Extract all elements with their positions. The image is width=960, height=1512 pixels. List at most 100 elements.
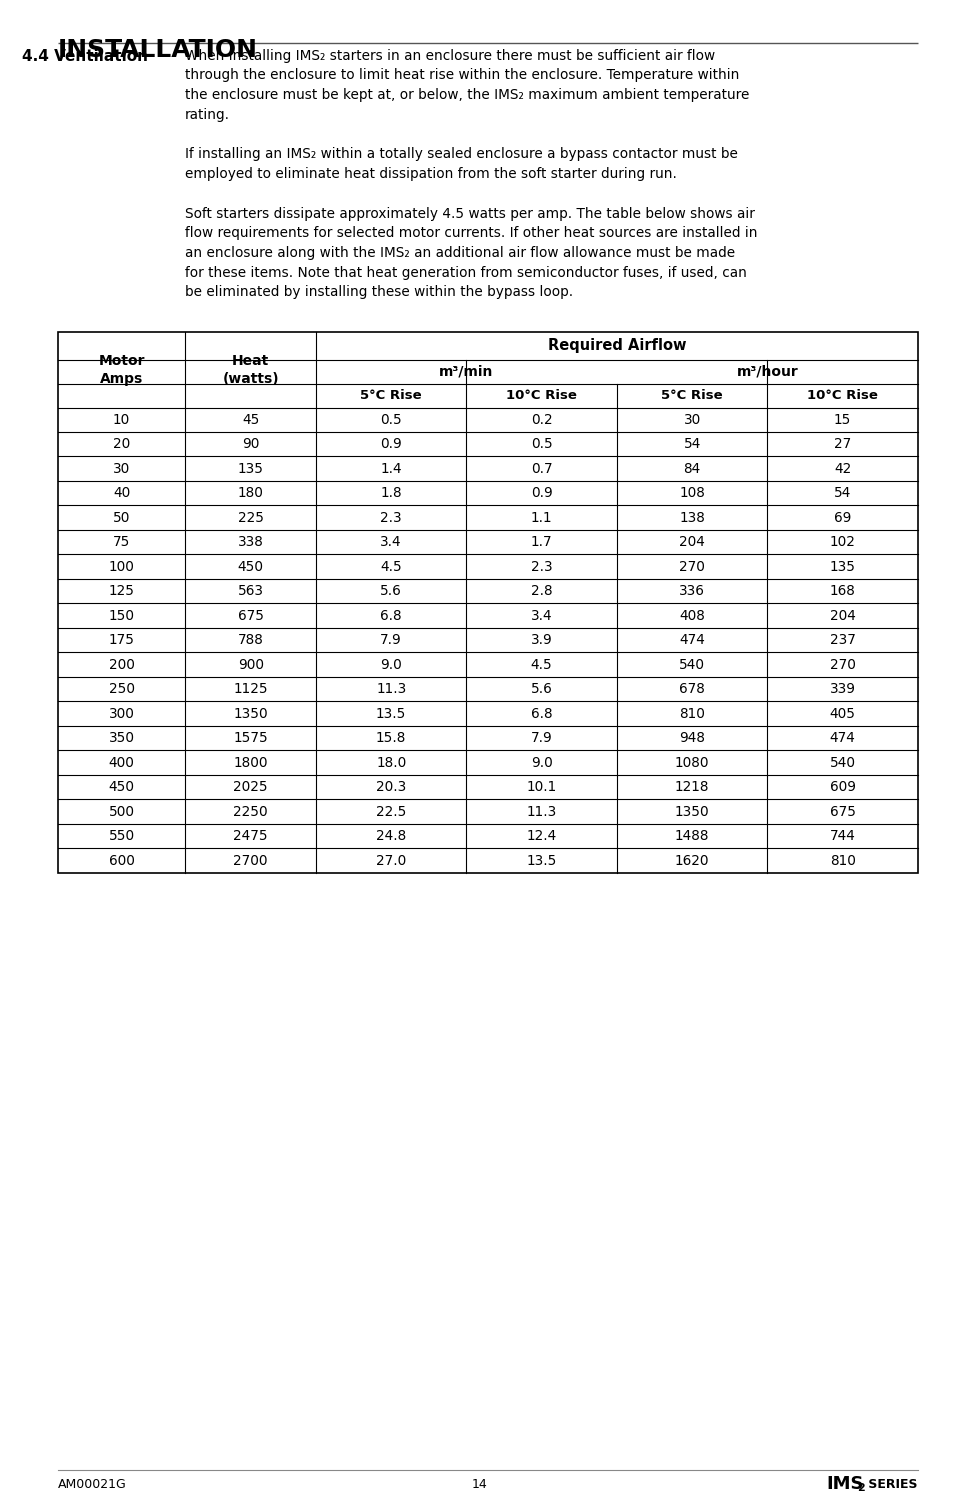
Text: 1.4: 1.4	[380, 461, 402, 476]
Text: If installing an IMS₂ within a totally sealed enclosure a bypass contactor must : If installing an IMS₂ within a totally s…	[185, 147, 738, 180]
Text: m³/hour: m³/hour	[736, 364, 799, 378]
Text: 450: 450	[238, 559, 264, 573]
Text: 30: 30	[684, 413, 701, 426]
Text: 5°C Rise: 5°C Rise	[360, 389, 422, 402]
Text: 20.3: 20.3	[376, 780, 406, 794]
Text: 270: 270	[829, 658, 855, 671]
Text: 0.5: 0.5	[380, 413, 402, 426]
Text: INSTALLATION: INSTALLATION	[58, 38, 258, 62]
Text: AM00021G: AM00021G	[58, 1477, 127, 1491]
Text: 138: 138	[680, 511, 706, 525]
Text: 54: 54	[684, 437, 701, 451]
Text: 15.8: 15.8	[376, 732, 406, 745]
Text: 550: 550	[108, 829, 134, 844]
Text: 22.5: 22.5	[376, 804, 406, 820]
Text: Soft starters dissipate approximately 4.5 watts per amp. The table below shows a: Soft starters dissipate approximately 4.…	[185, 207, 757, 299]
Text: 338: 338	[238, 535, 264, 549]
Text: 1488: 1488	[675, 829, 709, 844]
Text: 100: 100	[108, 559, 134, 573]
Text: 12.4: 12.4	[527, 829, 557, 844]
Text: 13.5: 13.5	[376, 706, 406, 721]
Text: 5.6: 5.6	[531, 682, 553, 696]
Text: 2: 2	[857, 1483, 865, 1492]
Text: 1.7: 1.7	[531, 535, 553, 549]
Text: 474: 474	[829, 732, 855, 745]
Text: 400: 400	[108, 756, 134, 770]
Text: When installing IMS₂ starters in an enclosure there must be sufficient air flow
: When installing IMS₂ starters in an encl…	[185, 48, 750, 121]
Text: 40: 40	[113, 487, 131, 500]
Text: 408: 408	[680, 609, 706, 623]
Text: 7.9: 7.9	[380, 634, 402, 647]
Text: 102: 102	[829, 535, 855, 549]
Text: 2250: 2250	[233, 804, 268, 820]
Text: 108: 108	[680, 487, 706, 500]
Text: 90: 90	[242, 437, 259, 451]
Text: 948: 948	[680, 732, 706, 745]
Text: 2475: 2475	[233, 829, 268, 844]
Text: 1800: 1800	[233, 756, 268, 770]
Text: 42: 42	[834, 461, 852, 476]
Text: 1080: 1080	[675, 756, 709, 770]
Text: 27.0: 27.0	[376, 854, 406, 868]
Text: 180: 180	[238, 487, 264, 500]
Text: 675: 675	[238, 609, 264, 623]
Text: 24.8: 24.8	[376, 829, 406, 844]
Text: 54: 54	[834, 487, 852, 500]
Text: 405: 405	[829, 706, 855, 721]
Text: 6.8: 6.8	[531, 706, 553, 721]
Text: 2.8: 2.8	[531, 584, 553, 599]
Text: 4.4 Ventilation: 4.4 Ventilation	[22, 48, 148, 64]
Text: 13.5: 13.5	[527, 854, 557, 868]
Text: 3.9: 3.9	[531, 634, 553, 647]
Text: 0.9: 0.9	[531, 487, 553, 500]
Text: 1620: 1620	[675, 854, 709, 868]
Text: 474: 474	[680, 634, 706, 647]
Text: 14: 14	[472, 1477, 488, 1491]
Text: 0.7: 0.7	[531, 461, 553, 476]
Text: m³/min: m³/min	[440, 364, 493, 378]
Text: 1125: 1125	[233, 682, 268, 696]
Text: 450: 450	[108, 780, 134, 794]
Text: 6.8: 6.8	[380, 609, 402, 623]
Text: Motor
Amps: Motor Amps	[98, 354, 145, 386]
Text: 150: 150	[108, 609, 134, 623]
Text: 300: 300	[108, 706, 134, 721]
Text: 250: 250	[108, 682, 134, 696]
Text: IMS: IMS	[827, 1476, 864, 1492]
Text: 900: 900	[238, 658, 264, 671]
Text: 500: 500	[108, 804, 134, 820]
Text: 1575: 1575	[233, 732, 268, 745]
Text: 744: 744	[829, 829, 855, 844]
Text: 237: 237	[829, 634, 855, 647]
Text: 788: 788	[238, 634, 264, 647]
Text: 600: 600	[108, 854, 134, 868]
Text: 563: 563	[238, 584, 264, 599]
Text: 2700: 2700	[233, 854, 268, 868]
Text: 200: 200	[108, 658, 134, 671]
Text: 3.4: 3.4	[380, 535, 402, 549]
Text: 30: 30	[113, 461, 131, 476]
Bar	[58, 333, 918, 872]
Text: 7.9: 7.9	[531, 732, 553, 745]
Text: 45: 45	[242, 413, 259, 426]
Text: 204: 204	[680, 535, 706, 549]
Text: 9.0: 9.0	[531, 756, 553, 770]
Text: 18.0: 18.0	[376, 756, 406, 770]
Text: 1350: 1350	[233, 706, 268, 721]
Text: 10.1: 10.1	[527, 780, 557, 794]
Text: 225: 225	[238, 511, 264, 525]
Text: 810: 810	[680, 706, 706, 721]
Text: 10: 10	[113, 413, 131, 426]
Text: 339: 339	[829, 682, 855, 696]
Text: 1218: 1218	[675, 780, 709, 794]
Text: 540: 540	[829, 756, 855, 770]
Text: 175: 175	[108, 634, 134, 647]
Text: 10°C Rise: 10°C Rise	[506, 389, 577, 402]
Text: 50: 50	[113, 511, 131, 525]
Text: 11.3: 11.3	[527, 804, 557, 820]
Text: 5.6: 5.6	[380, 584, 402, 599]
Text: 204: 204	[829, 609, 855, 623]
Text: 4.5: 4.5	[531, 658, 553, 671]
Text: 0.5: 0.5	[531, 437, 553, 451]
Text: 20: 20	[113, 437, 131, 451]
